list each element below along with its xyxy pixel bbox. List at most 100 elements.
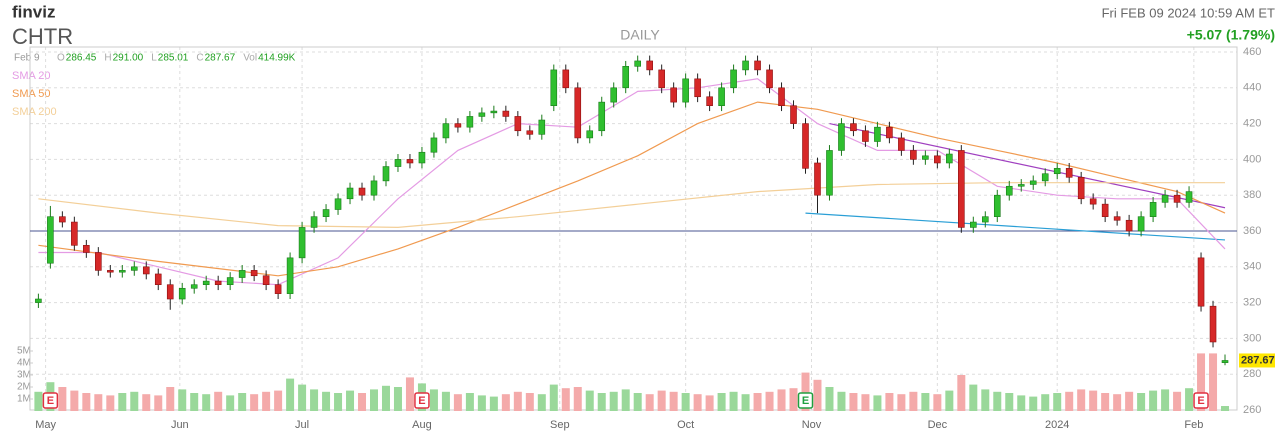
sma-line xyxy=(38,78,1226,286)
volume-bar xyxy=(813,379,822,411)
candle-body xyxy=(1017,184,1025,187)
candle-body xyxy=(862,130,869,142)
candle-body xyxy=(130,266,138,271)
candle-body xyxy=(826,150,833,196)
quote-value: 291.00 xyxy=(113,53,144,64)
ticker: CHTR xyxy=(12,24,73,49)
candle-body xyxy=(1197,257,1205,307)
x-tick-label: Jun xyxy=(171,419,189,431)
candle-body xyxy=(250,270,258,277)
candle-body xyxy=(478,112,486,117)
volume-bar xyxy=(1101,393,1110,411)
quote-key: L xyxy=(151,53,157,64)
volume-bar xyxy=(633,393,642,411)
volume-bar xyxy=(741,394,750,411)
volume-bar xyxy=(1017,395,1026,411)
volume-bar xyxy=(1137,393,1146,411)
volume-bar xyxy=(34,391,43,411)
candle-body xyxy=(1161,194,1169,203)
candle-body xyxy=(682,78,689,103)
x-tick-label: Sep xyxy=(550,419,570,431)
volume-bar xyxy=(429,389,438,411)
candle-body xyxy=(946,153,953,164)
candle-body xyxy=(790,105,797,124)
x-tick-label: Nov xyxy=(802,419,822,431)
candle-body xyxy=(1137,216,1145,232)
volume-bar xyxy=(250,394,259,411)
x-tick-label: May xyxy=(35,419,56,431)
candle-body xyxy=(1125,219,1133,232)
sma-line xyxy=(38,182,1225,229)
brand: finviz xyxy=(12,2,55,21)
candle-body xyxy=(406,159,414,164)
candle-body xyxy=(886,126,893,139)
volume-bar xyxy=(609,391,618,411)
volume-bar xyxy=(1113,394,1122,411)
volume-bar xyxy=(849,393,858,411)
candle-body xyxy=(190,284,198,289)
volume-bar xyxy=(1041,394,1050,411)
volume-bar xyxy=(957,375,966,411)
volume-bar xyxy=(130,391,139,411)
volume-bar xyxy=(1221,406,1230,411)
candle-body xyxy=(47,216,54,264)
candle-body xyxy=(71,221,78,246)
volume-bar xyxy=(789,388,798,411)
candle-body xyxy=(922,155,929,160)
volume-bar xyxy=(82,393,91,411)
candle-body xyxy=(490,110,498,114)
trend-line xyxy=(829,123,1226,209)
volume-tick-label: 3M xyxy=(17,370,31,381)
candle-body xyxy=(598,101,606,132)
volume-bar xyxy=(537,394,546,411)
candle-body xyxy=(1113,216,1121,221)
quote-key: O xyxy=(57,53,65,64)
volume-bar xyxy=(981,389,990,411)
candle-body xyxy=(1065,168,1073,178)
y-tick-label: 360 xyxy=(1243,225,1261,237)
volume-bar xyxy=(1161,389,1170,411)
volume-bar xyxy=(549,384,558,411)
candle-body xyxy=(838,123,845,151)
volume-bar xyxy=(873,395,882,411)
y-tick-label: 380 xyxy=(1243,189,1261,201)
candle-body xyxy=(262,275,270,285)
volume-bar xyxy=(465,393,474,411)
candle-body xyxy=(214,280,222,285)
earnings-label: E xyxy=(47,395,54,407)
candle-body xyxy=(718,87,725,107)
volume-bar xyxy=(370,389,379,411)
volume-bar xyxy=(262,391,271,411)
volume-bar xyxy=(1053,393,1062,411)
volume-bar xyxy=(286,378,295,411)
earnings-label: E xyxy=(418,395,425,407)
volume-bar xyxy=(94,394,103,411)
candle-body xyxy=(934,155,941,164)
candle-body xyxy=(466,116,474,128)
candle-body xyxy=(454,123,462,128)
change: +5.07 (1.79%) xyxy=(1187,27,1275,43)
volume-bar xyxy=(693,394,702,411)
candle-body xyxy=(310,216,318,228)
candle-body xyxy=(1077,177,1085,200)
candle-body xyxy=(1221,360,1229,363)
legend-label: SMA 200 xyxy=(12,106,57,118)
candle-body xyxy=(1149,202,1157,217)
candle-body xyxy=(59,216,66,223)
candle-body xyxy=(358,187,366,196)
sma-line xyxy=(38,101,1226,277)
candle-body xyxy=(910,150,917,160)
volume-bar xyxy=(573,387,582,411)
volume-bar xyxy=(405,377,414,411)
y-tick-label: 460 xyxy=(1243,46,1261,58)
candle-body xyxy=(1173,194,1181,203)
volume-bar xyxy=(1077,389,1086,411)
quote-date: Feb 9 xyxy=(14,53,40,64)
volume-bar xyxy=(945,390,954,411)
candle-body xyxy=(382,166,390,182)
timestamp: Fri FEB 09 2024 10:59 AM ET xyxy=(1102,5,1275,20)
volume-bar xyxy=(669,391,678,411)
candle-body xyxy=(178,287,186,300)
volume-bar xyxy=(921,393,930,411)
